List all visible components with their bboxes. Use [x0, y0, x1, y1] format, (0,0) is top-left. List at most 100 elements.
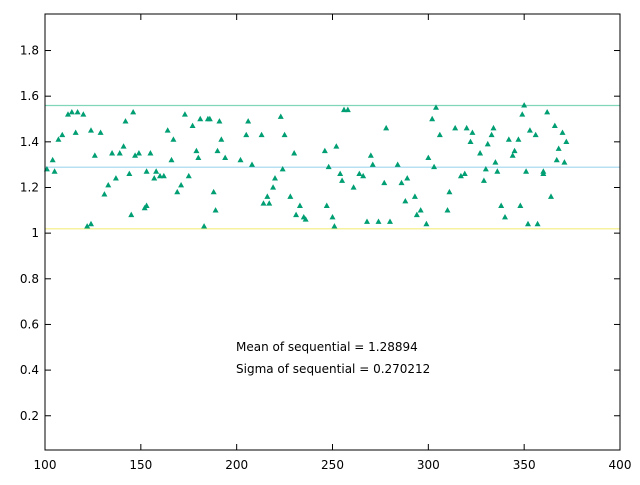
- data-point: [249, 161, 255, 167]
- data-point: [469, 129, 476, 135]
- data-point: [463, 124, 470, 131]
- data-point: [509, 152, 516, 158]
- data-point: [293, 211, 300, 218]
- data-point: [189, 122, 196, 129]
- data-point: [364, 218, 370, 224]
- data-point: [511, 147, 518, 154]
- data-point: [147, 150, 154, 156]
- data-point: [206, 115, 213, 122]
- data-point: [433, 104, 439, 110]
- data-point: [97, 129, 104, 135]
- data-point: [505, 136, 512, 142]
- data-point: [302, 216, 309, 222]
- data-point: [277, 113, 284, 119]
- x-tick-label: 100: [34, 458, 57, 472]
- data-point: [68, 108, 75, 115]
- data-point: [287, 193, 294, 199]
- data-point: [291, 150, 298, 156]
- data-point: [59, 131, 66, 138]
- data-point: [544, 108, 551, 115]
- y-tick-label: 0.8: [20, 272, 39, 286]
- data-point: [369, 161, 376, 167]
- data-point: [553, 156, 560, 163]
- data-point: [168, 156, 175, 163]
- data-point: [555, 145, 562, 151]
- data-point: [492, 159, 499, 165]
- data-point: [260, 200, 267, 206]
- data-point: [197, 115, 204, 122]
- y-tick-label: 1.8: [20, 44, 39, 58]
- data-point: [526, 127, 533, 133]
- data-point: [551, 122, 558, 129]
- data-point: [130, 108, 137, 115]
- reference-lines: [45, 104, 620, 230]
- data-point: [193, 147, 200, 154]
- data-point: [49, 156, 56, 163]
- x-tick-label: 250: [321, 458, 344, 472]
- data-point: [394, 161, 401, 167]
- data-point: [112, 175, 119, 181]
- data-point: [88, 127, 94, 133]
- data-point: [457, 172, 464, 179]
- plot-frame: [44, 13, 621, 451]
- data-point: [521, 102, 528, 108]
- data-point: [122, 118, 129, 124]
- data-point: [201, 223, 208, 229]
- data-point: [356, 170, 363, 176]
- data-point: [270, 184, 277, 190]
- data-point: [323, 202, 330, 208]
- data-point: [151, 175, 158, 181]
- data-point: [237, 156, 244, 163]
- data-point: [525, 220, 531, 227]
- data-point: [534, 220, 541, 227]
- data-point: [559, 129, 566, 135]
- data-point: [132, 152, 139, 158]
- x-tick-label: 150: [129, 458, 152, 472]
- data-point: [321, 147, 328, 154]
- data-point: [436, 131, 443, 138]
- data-point: [333, 143, 340, 149]
- data-point: [264, 193, 271, 199]
- y-tick-label: 1.4: [20, 135, 39, 149]
- data-point: [482, 166, 489, 172]
- data-point: [84, 223, 91, 229]
- data-point: [72, 129, 79, 135]
- data-point: [105, 182, 112, 188]
- data-point: [490, 124, 497, 131]
- y-tick-label: 1.2: [20, 180, 39, 194]
- mean-annotation: Mean of sequential = 1.28894: [236, 340, 418, 354]
- data-point: [429, 115, 436, 122]
- data-point: [423, 220, 430, 227]
- data-point: [120, 143, 127, 149]
- data-point: [216, 118, 223, 124]
- data-point: [325, 163, 332, 170]
- data-point: [341, 106, 347, 113]
- data-point: [431, 163, 438, 170]
- data-point: [65, 111, 71, 117]
- data-point: [404, 175, 411, 181]
- data-point: [258, 131, 265, 138]
- y-axis: 0.2 0.4 0.6 0.8 1 1.2 1.4 1.6 1.8: [20, 44, 620, 423]
- data-point: [74, 108, 81, 115]
- data-point: [540, 168, 547, 174]
- x-axis: 100 150 200 250 300 350 400: [34, 14, 631, 472]
- data-point: [164, 127, 171, 133]
- data-point: [243, 131, 250, 138]
- data-point: [91, 152, 98, 158]
- x-tick-label: 300: [417, 458, 440, 472]
- data-point: [266, 200, 273, 206]
- data-point: [178, 182, 185, 188]
- data-point: [411, 193, 418, 199]
- y-tick-label: 0.4: [20, 363, 39, 377]
- data-point: [296, 202, 303, 208]
- data-point: [381, 179, 388, 186]
- data-point: [561, 159, 568, 165]
- data-point: [502, 213, 508, 220]
- data-point: [174, 188, 181, 195]
- data-point: [367, 152, 374, 158]
- data-point: [245, 118, 252, 124]
- data-point: [272, 175, 278, 181]
- data-point: [80, 111, 87, 117]
- data-point: [170, 136, 177, 142]
